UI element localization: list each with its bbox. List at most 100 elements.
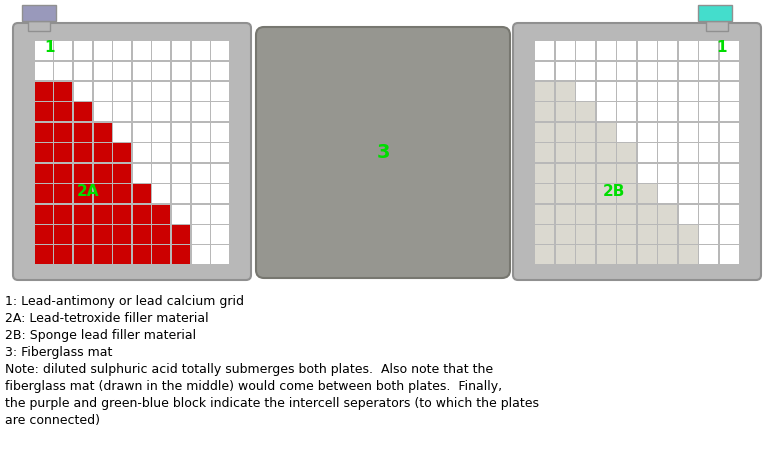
Bar [618,62,636,81]
Bar [172,62,190,81]
Bar [152,184,171,203]
Bar [74,123,92,142]
Bar [638,102,657,121]
Bar [720,246,738,264]
Text: 2A: 2A [77,184,99,200]
Bar [35,205,53,224]
Bar [133,143,151,162]
Bar [54,184,73,203]
Bar [152,102,171,121]
Bar [638,205,657,224]
Bar [618,123,636,142]
Bar [35,123,53,142]
Bar [577,62,595,81]
Bar [699,143,718,162]
Bar [536,102,554,121]
Bar [597,102,616,121]
Bar [94,41,111,60]
Bar [679,123,698,142]
Bar [152,246,171,264]
Bar [577,102,595,121]
Bar [192,82,209,101]
Bar [679,205,698,224]
Bar [659,246,677,264]
Bar [94,62,111,81]
Bar [556,102,575,121]
Bar [679,41,698,60]
Bar [699,62,718,81]
Bar [35,184,53,203]
Bar [133,164,151,182]
Bar [556,225,575,244]
Bar [699,82,718,101]
Bar [113,184,131,203]
Text: 2B: Sponge lead filler material: 2B: Sponge lead filler material [5,329,196,342]
Bar [54,246,73,264]
Bar [133,246,151,264]
Bar [54,123,73,142]
Bar [556,41,575,60]
Bar [54,62,73,81]
Bar [659,143,677,162]
Bar [94,184,111,203]
Bar [192,225,209,244]
Bar [113,205,131,224]
Text: 1: 1 [716,39,727,55]
Bar [597,225,616,244]
Bar [192,102,209,121]
Bar [679,143,698,162]
Bar [720,62,738,81]
Bar [192,62,209,81]
Text: are connected): are connected) [5,414,100,427]
Bar [94,102,111,121]
FancyBboxPatch shape [13,23,251,280]
Bar [699,184,718,203]
Bar [679,82,698,101]
Bar [113,82,131,101]
Bar [172,41,190,60]
Bar [638,184,657,203]
Bar [618,246,636,264]
Bar [74,164,92,182]
Bar [556,123,575,142]
Bar [536,62,554,81]
Bar [74,205,92,224]
Bar [556,246,575,264]
Bar [536,246,554,264]
Bar [720,225,738,244]
Bar [597,205,616,224]
Bar [618,102,636,121]
Bar [577,82,595,101]
Bar [638,82,657,101]
Bar [699,246,718,264]
Bar [192,246,209,264]
Bar [577,225,595,244]
Bar [556,62,575,81]
Bar [152,164,171,182]
Bar [22,5,56,21]
Bar [35,143,53,162]
Bar [577,205,595,224]
Bar [659,164,677,182]
Bar [172,246,190,264]
Bar [659,225,677,244]
Bar [577,41,595,60]
Text: fiberglass mat (drawn in the middle) would come between both plates.  Finally,: fiberglass mat (drawn in the middle) wou… [5,380,502,393]
Bar [720,123,738,142]
Bar [172,143,190,162]
Bar [113,62,131,81]
Bar [113,246,131,264]
Bar [638,164,657,182]
Bar [536,184,554,203]
Bar [679,246,698,264]
Bar [113,143,131,162]
Text: 2B: 2B [603,184,625,200]
Bar [556,205,575,224]
Bar [577,246,595,264]
Bar [152,123,171,142]
Bar [133,225,151,244]
Bar [152,62,171,81]
Bar [659,123,677,142]
FancyBboxPatch shape [513,23,761,280]
Bar [577,164,595,182]
